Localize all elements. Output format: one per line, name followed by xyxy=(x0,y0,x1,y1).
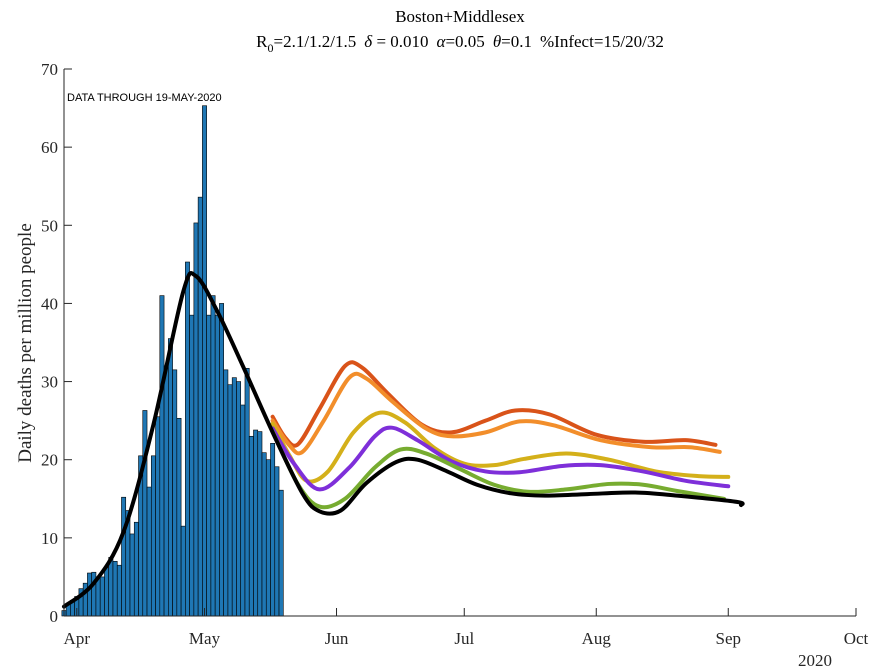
bar xyxy=(150,455,156,617)
series-line xyxy=(270,425,731,492)
y-tick-label: 60 xyxy=(41,138,58,157)
bar xyxy=(210,295,216,617)
bar xyxy=(197,196,203,617)
bar xyxy=(87,572,92,617)
y-tick-label: 70 xyxy=(41,60,58,79)
delta-value: = 0.010 xyxy=(372,32,428,51)
bar xyxy=(112,560,118,617)
bar xyxy=(185,261,190,617)
infect-value: %Infect=15/20/32 xyxy=(540,32,664,51)
bars xyxy=(61,105,284,617)
bar xyxy=(99,576,105,617)
alpha-symbol: α xyxy=(437,32,447,51)
bar xyxy=(159,295,165,617)
bar xyxy=(257,431,263,617)
alpha-value: =0.05 xyxy=(445,32,484,51)
chart-subtitle: R0=2.1/1.2/1.5 δ = 0.010 α=0.05 θ=0.1 %Infec… xyxy=(256,32,664,55)
y-tick-label: 30 xyxy=(41,373,58,392)
theta-value: =0.1 xyxy=(501,32,532,51)
bar xyxy=(129,533,135,617)
bar xyxy=(253,429,259,617)
bar xyxy=(261,452,267,617)
y-tick-label: 40 xyxy=(41,294,58,313)
bar xyxy=(219,303,224,617)
bar xyxy=(180,525,186,617)
axes: 0 10 20 30 40 50 60 70 Apr May Jun Jul Aug Sep Oct xyxy=(41,60,869,648)
x-tick-label: Oct xyxy=(844,629,869,648)
x-tick-label: Jul xyxy=(454,629,474,648)
bar xyxy=(133,521,139,617)
bar xyxy=(274,466,280,617)
chart-title: Boston+Middlesex xyxy=(395,7,525,26)
y-tick-label: 20 xyxy=(41,451,58,470)
bar xyxy=(270,442,276,617)
bar xyxy=(214,314,220,617)
model-lines xyxy=(62,271,745,609)
bar xyxy=(236,381,242,617)
bar xyxy=(121,496,127,617)
y-tick-label: 10 xyxy=(41,529,58,548)
bar xyxy=(176,417,182,617)
series-line xyxy=(270,429,726,510)
bar xyxy=(142,410,148,617)
bar xyxy=(116,564,122,617)
bar xyxy=(108,557,114,617)
x-tick-label: May xyxy=(189,629,221,648)
bar xyxy=(206,314,212,617)
x-tick-label: Sep xyxy=(716,629,742,648)
bar xyxy=(168,338,173,617)
data-through-annotation: DATA THROUGH 19-MAY-2020 xyxy=(67,92,222,104)
bar xyxy=(193,222,199,617)
bar xyxy=(227,384,233,617)
theta-symbol: θ xyxy=(493,32,501,51)
bar xyxy=(172,369,178,617)
x-tick-label: Apr xyxy=(64,629,91,648)
x-tick-label: Jun xyxy=(325,629,349,648)
delta-symbol: δ xyxy=(364,32,373,51)
bar xyxy=(244,367,250,617)
bar xyxy=(163,365,169,617)
series-line xyxy=(270,410,731,484)
bar xyxy=(231,377,237,617)
bar xyxy=(104,567,110,617)
x-tick-label: Aug xyxy=(582,629,612,648)
bar xyxy=(155,416,161,617)
r-subscript: 0 xyxy=(267,41,273,55)
r-symbol: R xyxy=(256,32,268,51)
bar xyxy=(240,404,246,617)
bar xyxy=(146,486,152,617)
series-line xyxy=(270,371,722,456)
bar xyxy=(189,314,195,617)
bar xyxy=(223,369,229,617)
bar xyxy=(202,105,207,617)
bar xyxy=(265,459,271,617)
y-axis-label: Daily deaths per million people xyxy=(15,223,36,463)
series-line xyxy=(270,360,718,448)
series-line xyxy=(62,271,745,609)
bar xyxy=(278,489,284,617)
bar xyxy=(248,435,254,617)
year-label: 2020 xyxy=(798,651,832,670)
r-value: =2.1/1.2/1.5 xyxy=(273,32,356,51)
y-tick-label: 0 xyxy=(50,607,59,626)
y-tick-label: 50 xyxy=(41,216,58,235)
